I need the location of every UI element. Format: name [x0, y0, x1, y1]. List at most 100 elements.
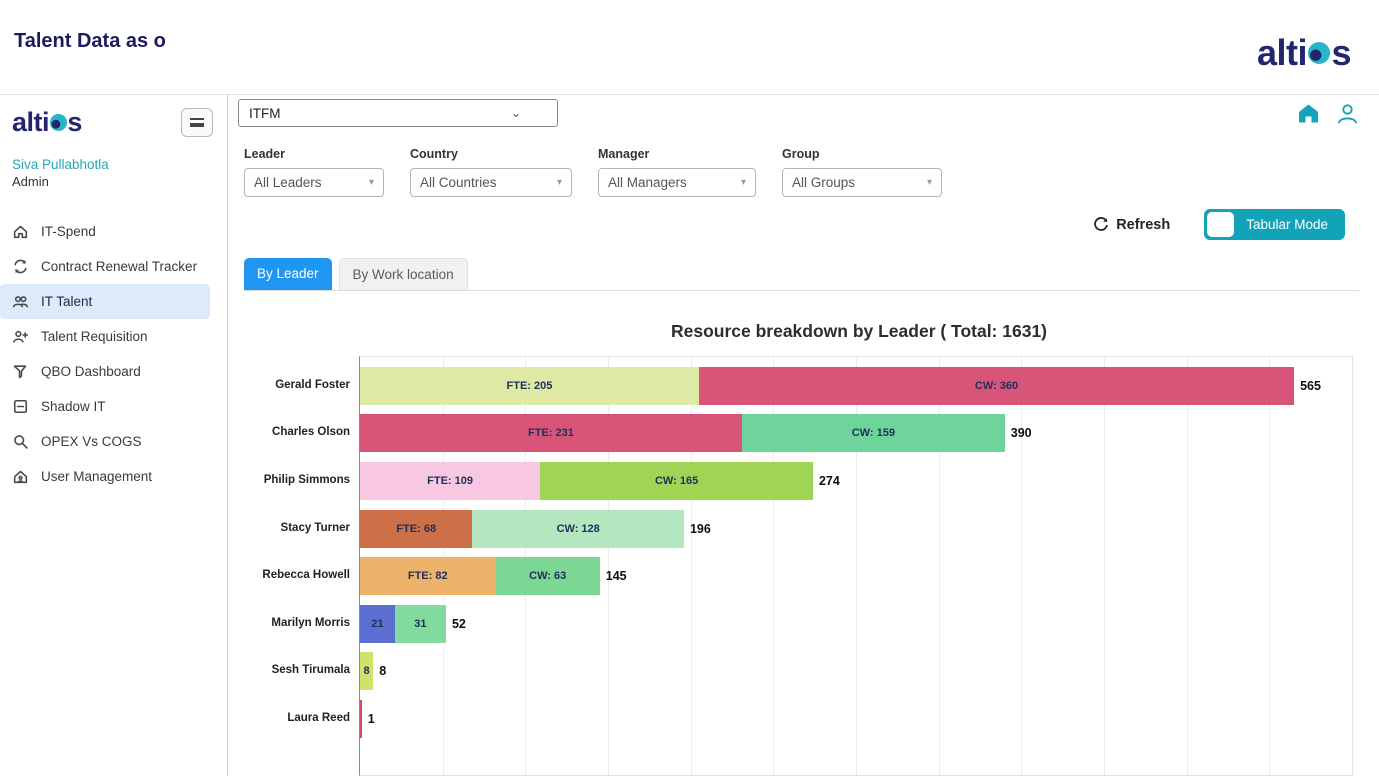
sidebar-item-talent-requisition[interactable]: Talent Requisition [0, 319, 210, 354]
sidebar-item-label: IT-Spend [41, 224, 96, 240]
user-name: Siva Pullabhotla [12, 157, 109, 172]
filter-group: Group All Groups ▾ [782, 147, 942, 197]
tabular-mode-toggle[interactable]: Tabular Mode [1204, 209, 1345, 240]
chart-category-label: Sesh Tirumala [271, 664, 350, 677]
filter-value-group: All Groups [792, 175, 856, 190]
sidebar-item-contract-renewal-tracker[interactable]: Contract Renewal Tracker [0, 249, 210, 284]
bar-segment[interactable]: 21 [360, 604, 395, 643]
gridline [773, 357, 775, 775]
filter-select-country[interactable]: All Countries ▾ [410, 168, 572, 197]
gridline [1186, 357, 1188, 775]
main-topbar: ITFM ⌄ [228, 95, 1379, 131]
sidebar-item-label: User Management [41, 469, 153, 485]
bar-segment[interactable]: CW: 165 [540, 461, 813, 500]
bar-total-label: 274 [818, 473, 840, 488]
filter-select-group[interactable]: All Groups ▾ [782, 168, 942, 197]
bar-row: 1 [360, 695, 375, 743]
sidebar-item-it-talent[interactable]: IT Talent [0, 284, 210, 320]
brand-text: alti [12, 107, 50, 137]
sidebar-altios-logo: alti s [12, 107, 82, 138]
tabular-mode-label: Tabular Mode [1246, 217, 1328, 232]
sidebar-item-qbo-dashboard[interactable]: QBO Dashboard [0, 354, 210, 389]
bar-total-label: 1 [367, 711, 375, 726]
refresh-icon [1094, 216, 1109, 231]
user-icon[interactable] [1336, 102, 1359, 125]
chevron-down-icon: ▾ [926, 177, 932, 188]
chevron-down-icon: ⌄ [510, 106, 521, 120]
filters-row: Leader All Leaders ▾ Country All Countries ▾ M… [244, 147, 1359, 197]
chart-category-label: Charles Olson [272, 426, 350, 439]
bar-segment[interactable]: CW: 159 [741, 414, 1005, 453]
chart-plot: FTE: 205 CW: 360 565 FTE: 231 CW: 159 390 FTE:… [359, 356, 1353, 776]
bar-row: FTE: 231 CW: 159 390 [360, 410, 1032, 458]
gridline [608, 357, 609, 775]
filter-country: Country All Countries ▾ [410, 147, 572, 197]
bar-segment[interactable]: 8 [360, 652, 374, 691]
bar-segment[interactable]: FTE: 109 [360, 461, 541, 500]
globe-icon [1308, 41, 1331, 65]
sidebar-item-user-management[interactable]: User Management [0, 459, 210, 494]
sidebar-item-label: OPEX Vs COGS [41, 434, 142, 450]
bar-row: FTE: 205 CW: 360 565 [360, 362, 1321, 410]
bar-total-label: 52 [451, 616, 466, 631]
filter-value-country: All Countries [420, 175, 497, 190]
chevron-down-icon: ▾ [740, 177, 746, 188]
chart-category-label: Philip Simmons [263, 473, 350, 486]
bar-segment[interactable]: FTE: 68 [360, 509, 473, 548]
filter-select-leader[interactable]: All Leaders ▾ [244, 168, 384, 197]
home-icon [12, 223, 29, 240]
bar-row: FTE: 68 CW: 128 196 [360, 505, 711, 553]
minus-square-icon [12, 398, 29, 415]
bar-total-label: 390 [1010, 426, 1032, 441]
bar-row: FTE: 82 CW: 63 145 [360, 552, 627, 600]
chart-category-label: Laura Reed [287, 711, 350, 724]
chart-categories: Gerald Foster Charles Olson Philip Simmons… [244, 356, 359, 776]
sidebar-item-label: QBO Dashboard [41, 364, 141, 380]
module-select[interactable]: ITFM ⌄ [238, 99, 558, 127]
bar-segment[interactable] [360, 699, 362, 738]
content: Leader All Leaders ▾ Country All Countries ▾ M… [228, 131, 1379, 776]
sidebar-item-shadow-it[interactable]: Shadow IT [0, 389, 210, 424]
filter-select-manager[interactable]: All Managers ▾ [598, 168, 756, 197]
sidebar-item-opex-vs-cogs[interactable]: OPEX Vs COGS [0, 424, 210, 459]
chevron-down-icon: ▾ [368, 177, 374, 188]
gridline [1269, 357, 1271, 775]
chart-category-label: Rebecca Howell [262, 569, 350, 582]
bar-segment[interactable]: 31 [394, 604, 446, 643]
chart-title: Resource breakdown by Leader ( Total: 16… [670, 321, 1048, 341]
toggle-knob [1207, 212, 1235, 237]
user-block: Siva Pullabhotla Admin [0, 146, 227, 214]
chart-category-label: Stacy Turner [280, 521, 350, 534]
filter-label-manager: Manager [598, 147, 650, 161]
brand-text: s [67, 107, 82, 137]
magnifier-icon [12, 433, 29, 450]
sidebar-nav: IT-Spend Contract Renewal Tracker IT Talen… [0, 214, 227, 494]
bar-segment[interactable]: CW: 63 [495, 557, 600, 596]
tab-by-work-location[interactable]: By Work location [338, 258, 468, 290]
bar-segment[interactable]: FTE: 82 [360, 557, 496, 596]
gridline [938, 357, 940, 775]
refresh-button[interactable]: Refresh [1093, 217, 1170, 233]
bar-segment[interactable]: CW: 360 [698, 366, 1295, 405]
users-icon [12, 293, 29, 310]
bar-segment[interactable]: FTE: 205 [360, 366, 699, 405]
bar-total-label: 145 [605, 569, 627, 584]
module-select-value: ITFM [249, 105, 281, 121]
sidebar-item-label: Contract Renewal Tracker [41, 259, 198, 275]
filter-label-country: Country [410, 147, 458, 161]
filter-label-leader: Leader [244, 147, 285, 161]
home-icon[interactable] [1297, 102, 1320, 125]
page-title: Talent Data as o [14, 30, 166, 52]
renewal-arrows-icon [12, 258, 29, 275]
sidebar-item-label: IT Talent [41, 294, 93, 310]
page-header: Talent Data as o alti s [0, 0, 1379, 95]
brand-text: alti [1256, 32, 1308, 73]
sidebar-item-it-spend[interactable]: IT-Spend [0, 214, 210, 249]
menu-toggle-button[interactable] [181, 108, 213, 137]
tab-by-leader[interactable]: By Leader [244, 258, 332, 290]
globe-icon [49, 114, 67, 131]
filter-label-group: Group [782, 147, 820, 161]
bar-segment[interactable]: FTE: 231 [360, 414, 742, 453]
bar-segment[interactable]: CW: 128 [472, 509, 684, 548]
